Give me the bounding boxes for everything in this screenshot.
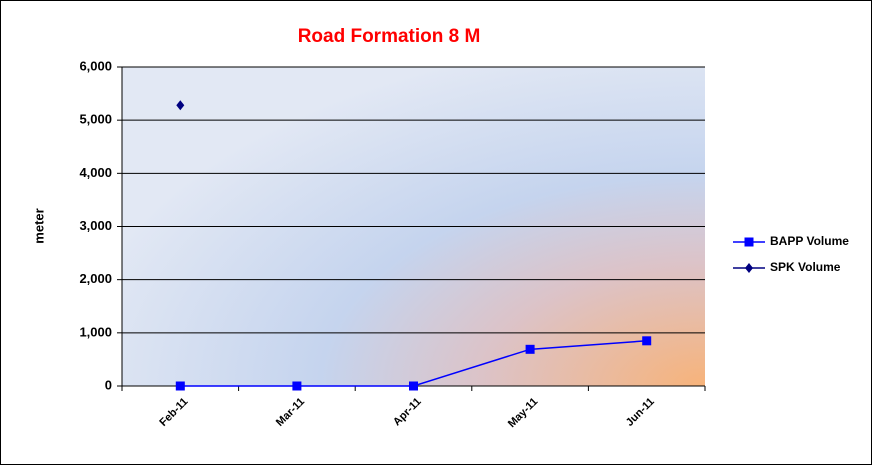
- legend-label: SPK Volume: [770, 260, 841, 274]
- data-point: [525, 344, 535, 354]
- data-point: [642, 336, 652, 346]
- data-point: [292, 381, 302, 391]
- data-point: [176, 100, 185, 111]
- y-axis-label: meter: [31, 208, 46, 243]
- y-tick-label: 5,000: [79, 112, 112, 127]
- y-tick-label: 6,000: [79, 58, 112, 73]
- y-tick-label: 0: [105, 377, 112, 392]
- y-tick-label: 2,000: [79, 271, 112, 286]
- data-point: [409, 381, 418, 391]
- legend-marker: [745, 263, 753, 273]
- y-tick-label: 3,000: [79, 218, 112, 233]
- legend-label: BAPP Volume: [770, 234, 849, 248]
- y-tick-label: 4,000: [79, 165, 112, 180]
- data-point: [175, 381, 185, 391]
- legend-marker: [744, 237, 754, 247]
- chart-title: Road Formation 8 M: [298, 26, 481, 47]
- y-tick-label: 1,000: [79, 324, 112, 339]
